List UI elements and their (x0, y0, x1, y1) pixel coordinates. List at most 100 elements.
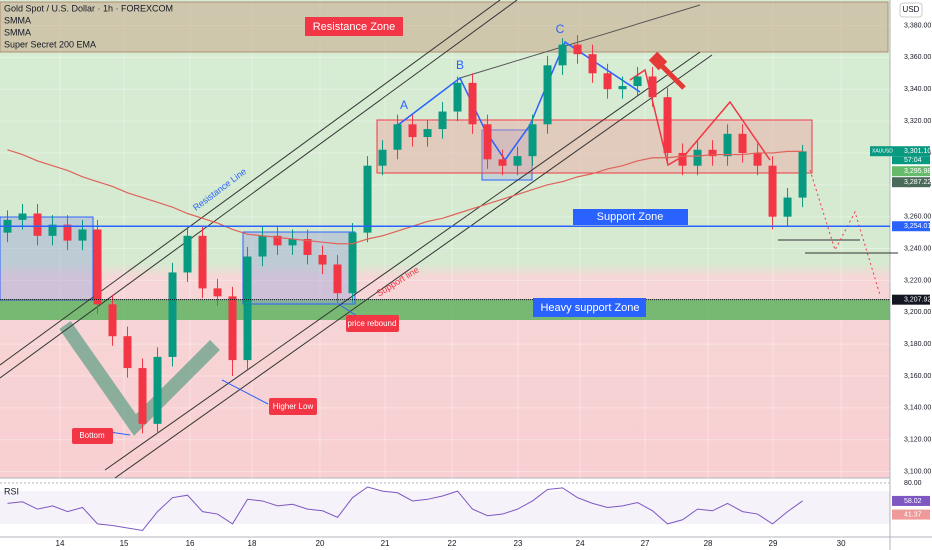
candle-body (333, 264, 342, 294)
candle-body (108, 304, 117, 337)
price-tag (892, 294, 930, 305)
candle-body (33, 213, 42, 236)
rsi-tick-label: 80.00 (904, 480, 922, 487)
candle-body (498, 159, 507, 166)
candle-body (48, 224, 57, 236)
rsi-tag (892, 495, 930, 506)
price-tag-label: 3,254.01 (904, 223, 931, 230)
x-tick-label: 23 (514, 539, 523, 548)
candle-body (363, 165, 372, 233)
candle-body (93, 229, 102, 305)
wave-label: A (400, 98, 408, 112)
x-tick-label: 18 (248, 539, 257, 548)
candle-body (183, 235, 192, 273)
channel (0, 0, 898, 479)
indicator-name: SMMA (4, 15, 31, 25)
label-box (573, 209, 688, 225)
resistance-zone (0, 1, 889, 53)
symbol-label: XAUUSD (872, 149, 893, 155)
y-tick-label: 3,320.00 (904, 118, 931, 125)
indicator-name: Super Secret 200 EMA (4, 39, 96, 49)
x-tick-label: 22 (448, 539, 457, 548)
candle-body (258, 235, 267, 257)
y-tick-label: 3,120.00 (904, 437, 931, 444)
candle-body (768, 165, 777, 217)
y-tick-label: 3,340.00 (904, 86, 931, 93)
x-tick-label: 29 (769, 539, 778, 548)
candle-body (798, 151, 807, 198)
y-tick-label: 3,260.00 (904, 214, 931, 221)
y-tick-label: 3,160.00 (904, 373, 931, 380)
candle-body (513, 156, 522, 166)
x-tick-label: 28 (704, 539, 713, 548)
candle-body (723, 133, 732, 157)
chart-title: Gold Spot / U.S. Dollar · 1h · FOREXCOM (4, 3, 173, 13)
y-tick-label: 3,380.00 (904, 22, 931, 29)
y-tick-label: 3,240.00 (904, 245, 931, 252)
label-box (346, 315, 399, 332)
candle-body (708, 149, 717, 157)
x-tick-label: 14 (56, 539, 65, 548)
price-tag (892, 166, 930, 177)
candle-body (153, 356, 162, 424)
annotation: price rebound (348, 319, 397, 328)
candle-body (618, 86, 627, 90)
annotation: Resistance Zone (313, 21, 396, 33)
price-axis (890, 0, 932, 550)
label-box (533, 298, 646, 317)
rsi-line (7, 486, 803, 531)
annotation: Bottom (79, 431, 105, 440)
candle-body (213, 288, 222, 297)
candle-body (378, 149, 387, 166)
candle-body (558, 44, 567, 66)
candle-body (138, 368, 147, 424)
x-tick-label: 21 (381, 539, 390, 548)
currency-box (899, 2, 923, 18)
candle-body (543, 65, 552, 125)
candle-body (393, 124, 402, 150)
x-tick-label: 27 (641, 539, 650, 548)
price-tag-label: 3,287.22 (904, 179, 931, 186)
candle-body (483, 124, 492, 160)
candle-body (603, 73, 612, 90)
candle-body (693, 149, 702, 166)
candle-body (648, 76, 657, 98)
candle-body (678, 152, 687, 166)
indicator-name: SMMA (4, 27, 31, 37)
label-box (72, 428, 113, 444)
x-tick-label: 30 (837, 539, 846, 548)
y-tick-label: 3,360.00 (904, 54, 931, 61)
y-tick-label: 3,180.00 (904, 341, 931, 348)
candle-body (783, 197, 792, 217)
candle-body (453, 82, 462, 112)
x-tick-label: 24 (576, 539, 585, 548)
wave-label: C (556, 22, 565, 36)
countdown: 57:04 (904, 157, 922, 164)
candle-body (528, 124, 537, 157)
wave-label: B (456, 58, 464, 72)
x-tick-label: 20 (316, 539, 325, 548)
resistance-path (629, 68, 771, 167)
candle-body (738, 133, 747, 153)
annotation: Support Zone (597, 211, 664, 223)
x-tick-label: 16 (186, 539, 195, 548)
annotation: Higher Low (273, 402, 314, 411)
candle-body (408, 124, 417, 138)
candle-body (663, 97, 672, 153)
price-tag-label: 3,295.98 (904, 168, 931, 175)
candle-body (633, 76, 642, 87)
price-tag (892, 177, 930, 188)
hammer-icon (648, 51, 686, 90)
symbol-tag (870, 146, 892, 157)
currency: USD (903, 5, 920, 14)
candle-body (228, 296, 237, 361)
price-tag-label: 3,301.10 (904, 148, 931, 155)
candle-body (318, 254, 327, 265)
candle-body (63, 224, 72, 241)
x-tick-label: 15 (120, 539, 129, 548)
rsi-tag (892, 509, 930, 520)
candle-body (18, 213, 27, 220)
candle-body (168, 272, 177, 357)
rsi-label: RSI (4, 486, 19, 496)
